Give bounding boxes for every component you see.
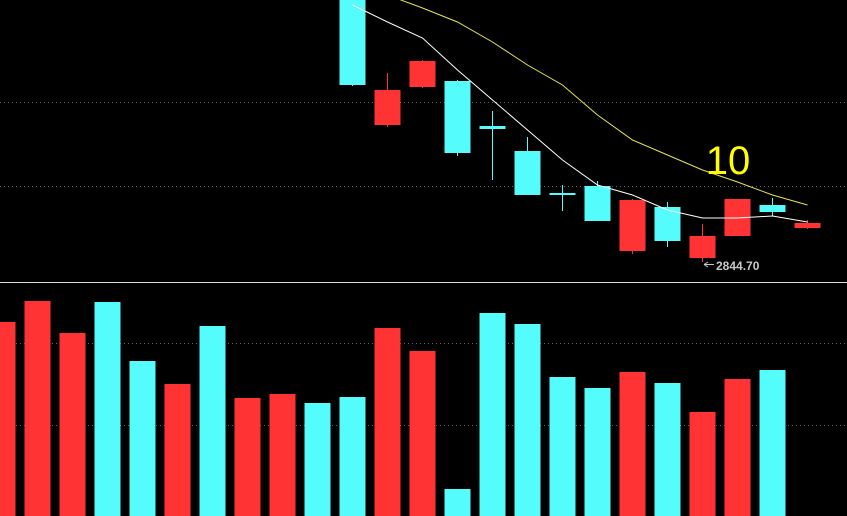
volume-bar [654,383,681,516]
low-label: 2844.70 [716,259,760,273]
volume-bar [409,351,436,516]
candle-body [619,200,646,251]
volume-bar [24,301,51,516]
volume-bar [304,403,331,516]
annotation: 10 [706,139,751,183]
volume-bar [514,324,541,516]
moving-average [399,0,808,206]
volume-bar [234,398,261,516]
volume-bar [0,322,16,516]
candle-body [409,61,436,87]
moving-average [352,4,808,223]
candle-body [794,223,821,228]
volume-bar [199,326,226,516]
volume-bar [689,412,716,516]
volume-bar [549,377,576,516]
candle-body [339,0,366,85]
candle-body [584,186,611,221]
volume-bar [479,313,506,516]
volume-bar [94,302,121,516]
volume-bar [269,394,296,516]
candle-body [549,193,576,195]
volume-bar [59,333,86,516]
volume-pane [0,301,847,516]
volume-bar [619,372,646,516]
volume-bar [444,489,471,516]
volume-bar [339,397,366,516]
candle-body [444,81,471,153]
candle-body [759,205,786,212]
price-pane [0,0,847,262]
volume-bar [164,384,191,516]
volume-bar [759,370,786,516]
volume-bar [374,328,401,516]
volume-bar [129,361,156,516]
arrow-head [703,261,709,268]
volume-bar [724,379,751,516]
candle-body [654,207,681,241]
volume-bar [584,388,611,516]
candle-body [689,236,716,258]
candle-body [514,151,541,195]
candle-body [479,126,506,129]
candle-body [374,90,401,125]
